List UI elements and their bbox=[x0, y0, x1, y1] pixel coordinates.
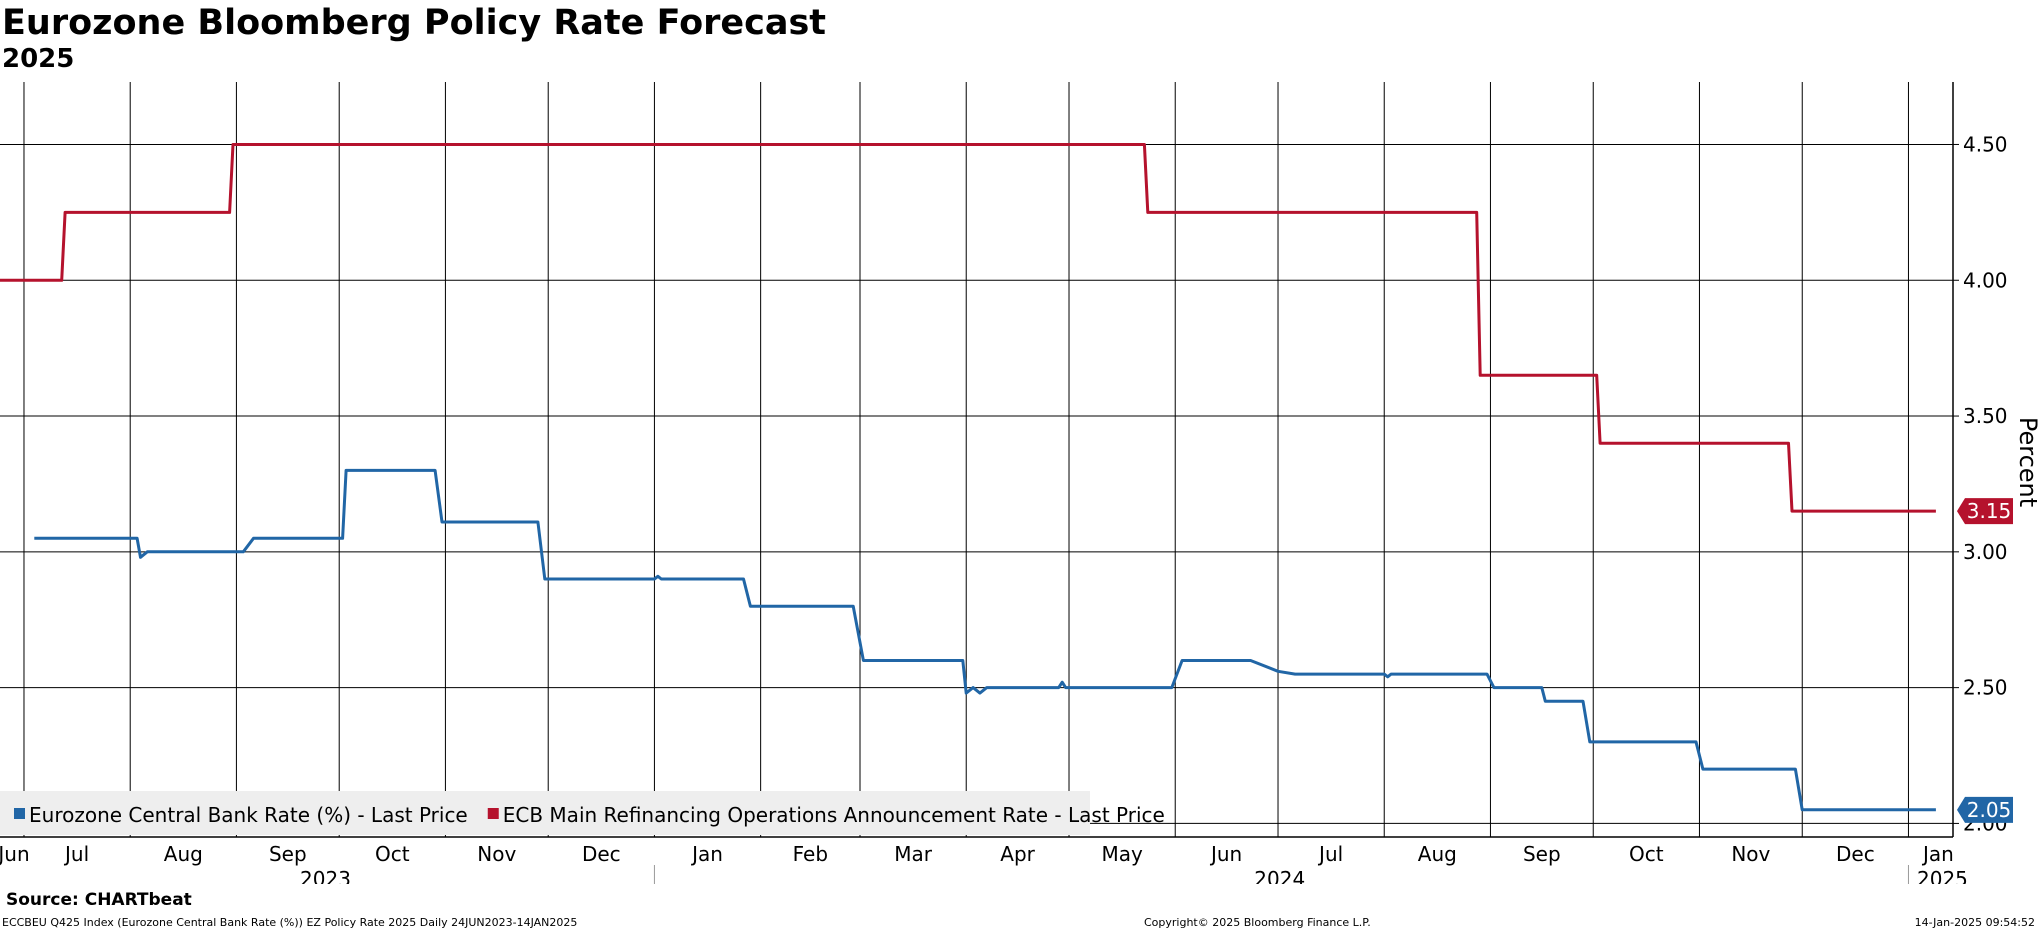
x-month-label: Jul bbox=[63, 842, 89, 866]
x-axis: Jun Jul Aug Sep Oct Nov Dec Jan Feb Mar Apr May Jun J… bbox=[0, 836, 1968, 884]
x-month-label: Oct bbox=[1629, 842, 1664, 866]
footer-timestamp: 14-Jan-2025 09:54:52 bbox=[1914, 916, 2035, 929]
x-month-label: Mar bbox=[894, 842, 933, 866]
x-year-label: 2023 bbox=[300, 867, 351, 884]
legend: Eurozone Central Bank Rate (%) - Last Pr… bbox=[0, 791, 1165, 835]
legend-swatch bbox=[14, 808, 25, 819]
x-month-label: Apr bbox=[1000, 842, 1035, 866]
y-tick-label: 3.50 bbox=[1963, 404, 2008, 428]
vertical-gridlines bbox=[23, 82, 1909, 837]
y-axis-title: Percent bbox=[2014, 417, 2041, 507]
x-month-label: May bbox=[1101, 842, 1143, 866]
series-line-1 bbox=[34, 468, 1936, 812]
x-month-label: Aug bbox=[164, 842, 203, 866]
x-month-label: Jan bbox=[1921, 842, 1954, 866]
y-tick-label: 3.00 bbox=[1963, 540, 2008, 564]
x-month-label: Dec bbox=[1836, 842, 1875, 866]
plot-background bbox=[0, 82, 1953, 837]
last-value-label: 2.05 bbox=[1967, 798, 2012, 822]
x-month-label: Nov bbox=[477, 842, 516, 866]
legend-label: Eurozone Central Bank Rate (%) - Last Pr… bbox=[29, 803, 468, 827]
x-month-label: Feb bbox=[793, 842, 828, 866]
x-month-label: Jun bbox=[1209, 842, 1242, 866]
x-month-label: Jan bbox=[690, 842, 723, 866]
x-year-label: 2025 bbox=[1917, 867, 1968, 884]
legend-swatch bbox=[487, 808, 499, 819]
x-month-label: Aug bbox=[1418, 842, 1457, 866]
y-tick-label: 2.50 bbox=[1963, 676, 2008, 700]
legend-label: ECB Main Refinancing Operations Announce… bbox=[503, 803, 1165, 827]
chart-title: Eurozone Bloomberg Policy Rate Forecast bbox=[2, 3, 827, 43]
last-value-tag bbox=[1957, 796, 2013, 823]
y-tick-label: 4.00 bbox=[1963, 268, 2008, 292]
y-tick-label: 4.50 bbox=[1963, 132, 2008, 156]
x-month-label: Jul bbox=[1317, 842, 1343, 866]
series-layer bbox=[0, 143, 1936, 812]
legend-background bbox=[0, 791, 1090, 835]
chart-subtitle: 2025 bbox=[2, 44, 75, 74]
x-month-label: Sep bbox=[269, 842, 307, 866]
x-month-label: Nov bbox=[1731, 842, 1770, 866]
last-value-tag bbox=[1957, 498, 2013, 525]
series-line-2 bbox=[0, 143, 1936, 513]
footer-index-description: ECCBEU Q425 Index (Eurozone Central Bank… bbox=[2, 916, 578, 929]
last-value-tags: 2.05 3.15 bbox=[1957, 498, 2013, 823]
source-note: Source: CHARTbeat bbox=[6, 890, 192, 910]
x-month-label: Jun bbox=[0, 842, 30, 866]
footer-copyright: Copyright© 2025 Bloomberg Finance L.P. bbox=[1144, 916, 1371, 929]
x-month-label: Dec bbox=[582, 842, 621, 866]
last-value-label: 3.15 bbox=[1967, 499, 2012, 523]
x-year-label: 2024 bbox=[1254, 867, 1305, 884]
x-month-label: Oct bbox=[375, 842, 410, 866]
x-month-label: Sep bbox=[1523, 842, 1561, 866]
